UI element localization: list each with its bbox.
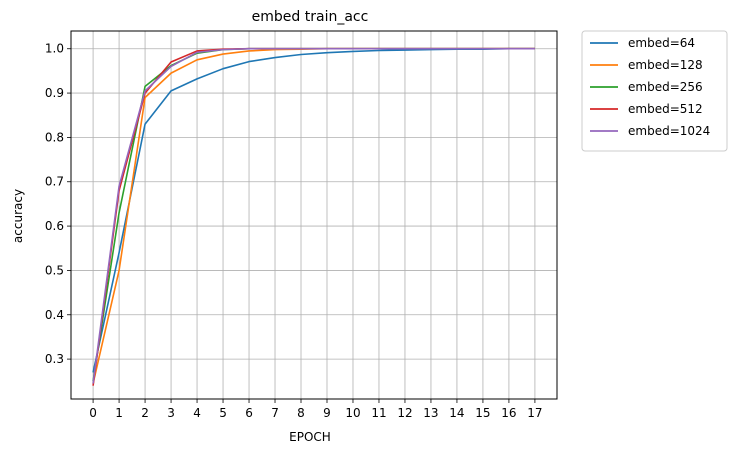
legend-label: embed=1024 [628,124,710,138]
x-axis-label: EPOCH [289,430,331,444]
x-tick-label: 2 [141,406,149,420]
x-tick-label: 17 [527,406,542,420]
y-tick-label: 0.9 [45,86,64,100]
series-line-embed-128 [92,47,535,384]
x-tick-label: 13 [423,406,438,420]
y-axis-label: accuracy [11,189,25,243]
series-line-embed-64 [92,47,535,373]
y-tick-label: 0.4 [45,308,64,322]
legend-label: embed=64 [628,36,695,50]
y-tick-label: 0.8 [45,130,64,144]
x-tick-label: 14 [449,406,464,420]
series-line-embed-256 [92,47,535,382]
x-tick-label: 0 [89,406,97,420]
y-tick-label: 0.7 [45,175,64,189]
x-tick-label: 5 [219,406,227,420]
x-tick-label: 6 [245,406,253,420]
legend-label: embed=512 [628,102,703,116]
x-tick-label: 16 [501,406,516,420]
y-tick-label: 1.0 [45,42,64,56]
x-tick-label: 4 [193,406,201,420]
x-tick-label: 3 [167,406,175,420]
y-tick-label: 0.6 [45,219,64,233]
x-tick-label: 7 [271,406,279,420]
y-tick-label: 0.3 [45,352,64,366]
legend: embed=64 embed=128 embed=256 embed=512 embed… [581,30,728,152]
x-tick-label: 15 [475,406,490,420]
y-axis-ticks: 0.3 0.4 0.5 0.6 0.7 0.8 0.9 1.0 [45,42,71,366]
x-axis-ticks: 0 1 2 3 4 5 6 7 8 9 10 11 12 13 14 15 16 17 [89,399,543,420]
chart-title: embed train_acc [252,9,369,25]
x-tick-label: 8 [297,406,305,420]
series-line-embed-512 [92,47,535,386]
legend-label: embed=256 [628,80,703,94]
x-tick-label: 11 [371,406,386,420]
x-tick-label: 9 [323,406,331,420]
x-tick-label: 1 [115,406,123,420]
x-tick-label: 10 [345,406,360,420]
series-lines [92,47,535,386]
legend-box [581,30,728,152]
series-line-embed-1024 [92,47,535,384]
legend-label: embed=128 [628,58,703,72]
x-tick-label: 12 [397,406,412,420]
grid-lines [71,31,557,399]
y-tick-label: 0.5 [45,263,64,277]
plot-frame [70,30,558,400]
